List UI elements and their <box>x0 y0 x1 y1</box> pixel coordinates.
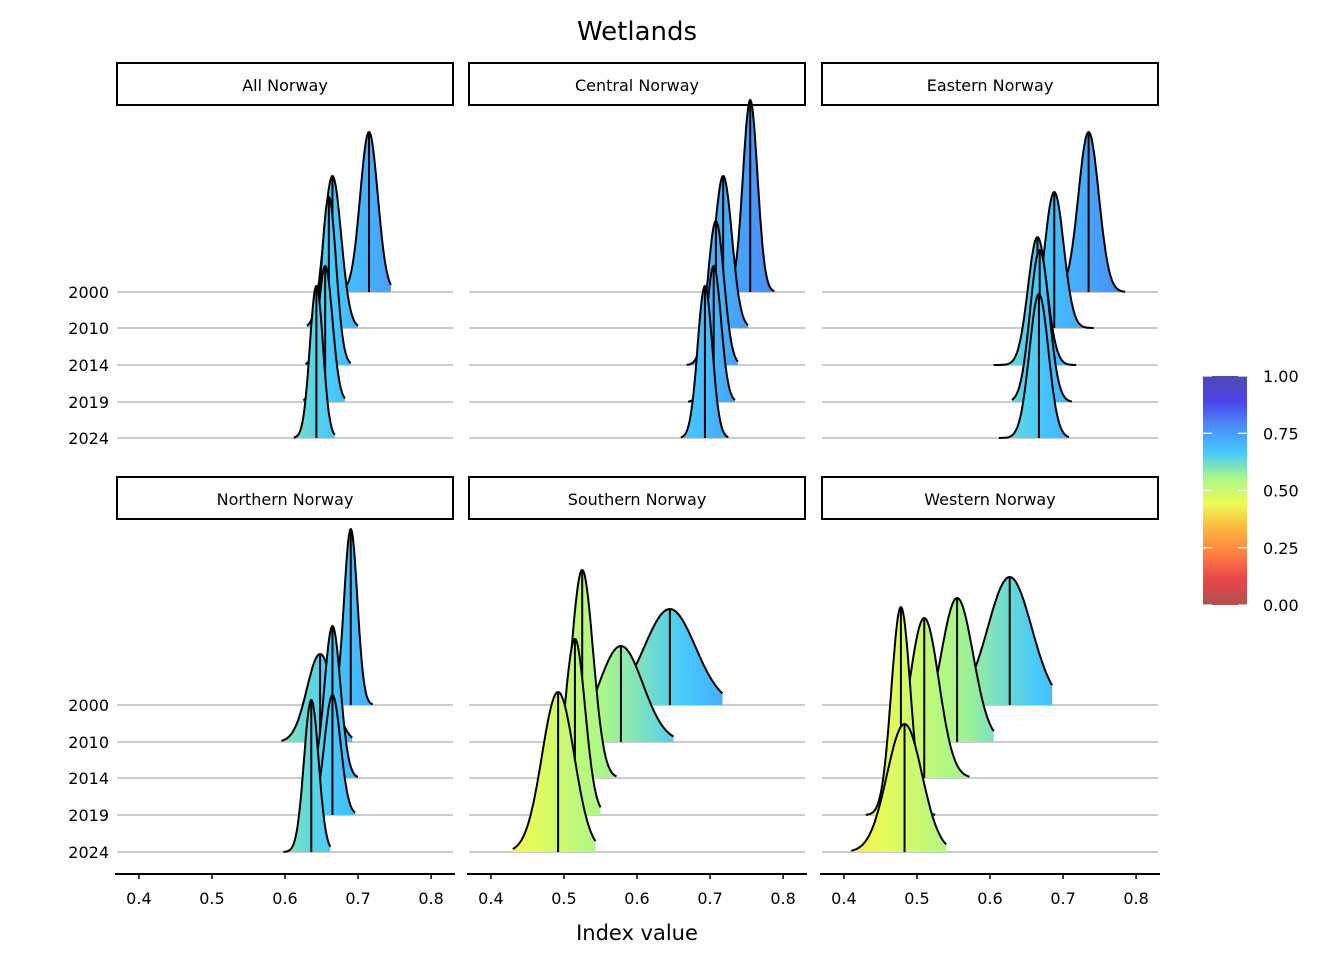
strip-label: All Norway <box>242 76 328 95</box>
colorbar-tick-label: 1.00 <box>1263 367 1299 386</box>
y-tick-label: 2000 <box>68 696 109 715</box>
ridge-line-2019 <box>1011 248 1072 403</box>
x-tick-label: 0.4 <box>831 889 856 908</box>
x-tick-label: 0.8 <box>770 889 795 908</box>
y-tick-label: 2019 <box>68 393 109 412</box>
strip-label: Central Norway <box>575 76 699 95</box>
y-axes: 2000 2010 2014 2019 2024 2000 2010 2014 2019 2024 <box>68 283 109 862</box>
ridge-fill-2000 <box>960 577 1053 705</box>
ridge-fill-2000 <box>728 100 775 292</box>
y-tick-label: 2024 <box>68 843 109 862</box>
ridge-line-2024 <box>998 292 1070 439</box>
ridge-line-2014 <box>686 219 739 366</box>
y-tick-label: 2010 <box>68 319 109 338</box>
x-tick-label: 0.5 <box>199 889 224 908</box>
x-tick-label: 0.7 <box>697 889 722 908</box>
x-axes: 0.4 0.5 0.6 0.7 0.8 0.4 0.5 0.6 0.7 0.8 0.4 0.5 0.6 0… <box>115 873 1160 908</box>
colorbar-legend: 0.00 0.25 0.50 0.75 1.00 <box>1203 367 1299 615</box>
x-tick-label: 0.6 <box>272 889 297 908</box>
strip-label: Southern Norway <box>568 490 707 509</box>
strip-label: Northern Norway <box>217 490 354 509</box>
chart-title: Wetlands <box>577 17 697 47</box>
strip-label: Western Norway <box>924 490 1055 509</box>
panel-southern-norway: Southern Norway <box>468 476 806 853</box>
y-tick-label: 2014 <box>68 769 109 788</box>
y-tick-label: 2019 <box>68 806 109 825</box>
x-tick-label: 0.5 <box>551 889 576 908</box>
x-tick-label: 0.5 <box>904 889 929 908</box>
strip-box <box>116 476 454 520</box>
panel-western-norway: Western Norway <box>821 476 1159 853</box>
strip-label: Eastern Norway <box>927 76 1054 95</box>
strip-box <box>116 62 454 106</box>
strip-box <box>821 476 1159 520</box>
ridge-line-2024 <box>512 690 597 850</box>
x-tick-label: 0.6 <box>977 889 1002 908</box>
colorbar-tick-label: 0.00 <box>1263 596 1299 615</box>
y-tick-label: 2000 <box>68 283 109 302</box>
colorbar-tick-label: 0.50 <box>1263 482 1299 501</box>
ridge-fill-2024 <box>293 286 335 438</box>
y-tick-label: 2010 <box>68 733 109 752</box>
strip-box <box>468 476 806 520</box>
ridge-line-2024 <box>283 699 332 853</box>
strip-box <box>468 62 806 106</box>
colorbar-tick-label: 0.25 <box>1263 539 1299 558</box>
x-tick-label: 0.8 <box>418 889 443 908</box>
strip-box <box>821 62 1159 106</box>
ridge-line-2024 <box>293 284 336 439</box>
ridge-fill-2000 <box>1063 132 1126 292</box>
ridge-fill-2024 <box>512 692 596 852</box>
x-tick-label: 0.8 <box>1123 889 1148 908</box>
ridge-fill-2024 <box>851 724 947 852</box>
ridge-line-2000 <box>1062 130 1126 293</box>
ridge-line-2014 <box>993 236 1077 366</box>
x-tick-label: 0.4 <box>126 889 151 908</box>
ridge-fill-2024 <box>998 294 1069 438</box>
ridge-fill-2024 <box>283 700 331 852</box>
panel-northern-norway: Northern Norway <box>116 476 454 853</box>
panels: All Norway Central Norway Eastern Norway No… <box>116 62 1159 853</box>
colorbar-tick-label: 0.75 <box>1263 424 1299 443</box>
x-tick-label: 0.7 <box>345 889 370 908</box>
ridge-fill-2000 <box>332 529 373 705</box>
panel-all-norway: All Norway <box>116 62 454 439</box>
y-tick-label: 2014 <box>68 356 109 375</box>
y-tick-label: 2024 <box>68 429 109 448</box>
x-axis-title: Index value <box>576 921 698 945</box>
ridge-line-2024 <box>851 722 947 852</box>
ridge-line-2000 <box>727 98 775 293</box>
x-tick-label: 0.7 <box>1050 889 1075 908</box>
panel-eastern-norway: Eastern Norway <box>821 62 1159 439</box>
panel-central-norway: Central Norway <box>468 62 806 439</box>
x-tick-label: 0.6 <box>624 889 649 908</box>
x-tick-label: 0.4 <box>478 889 503 908</box>
